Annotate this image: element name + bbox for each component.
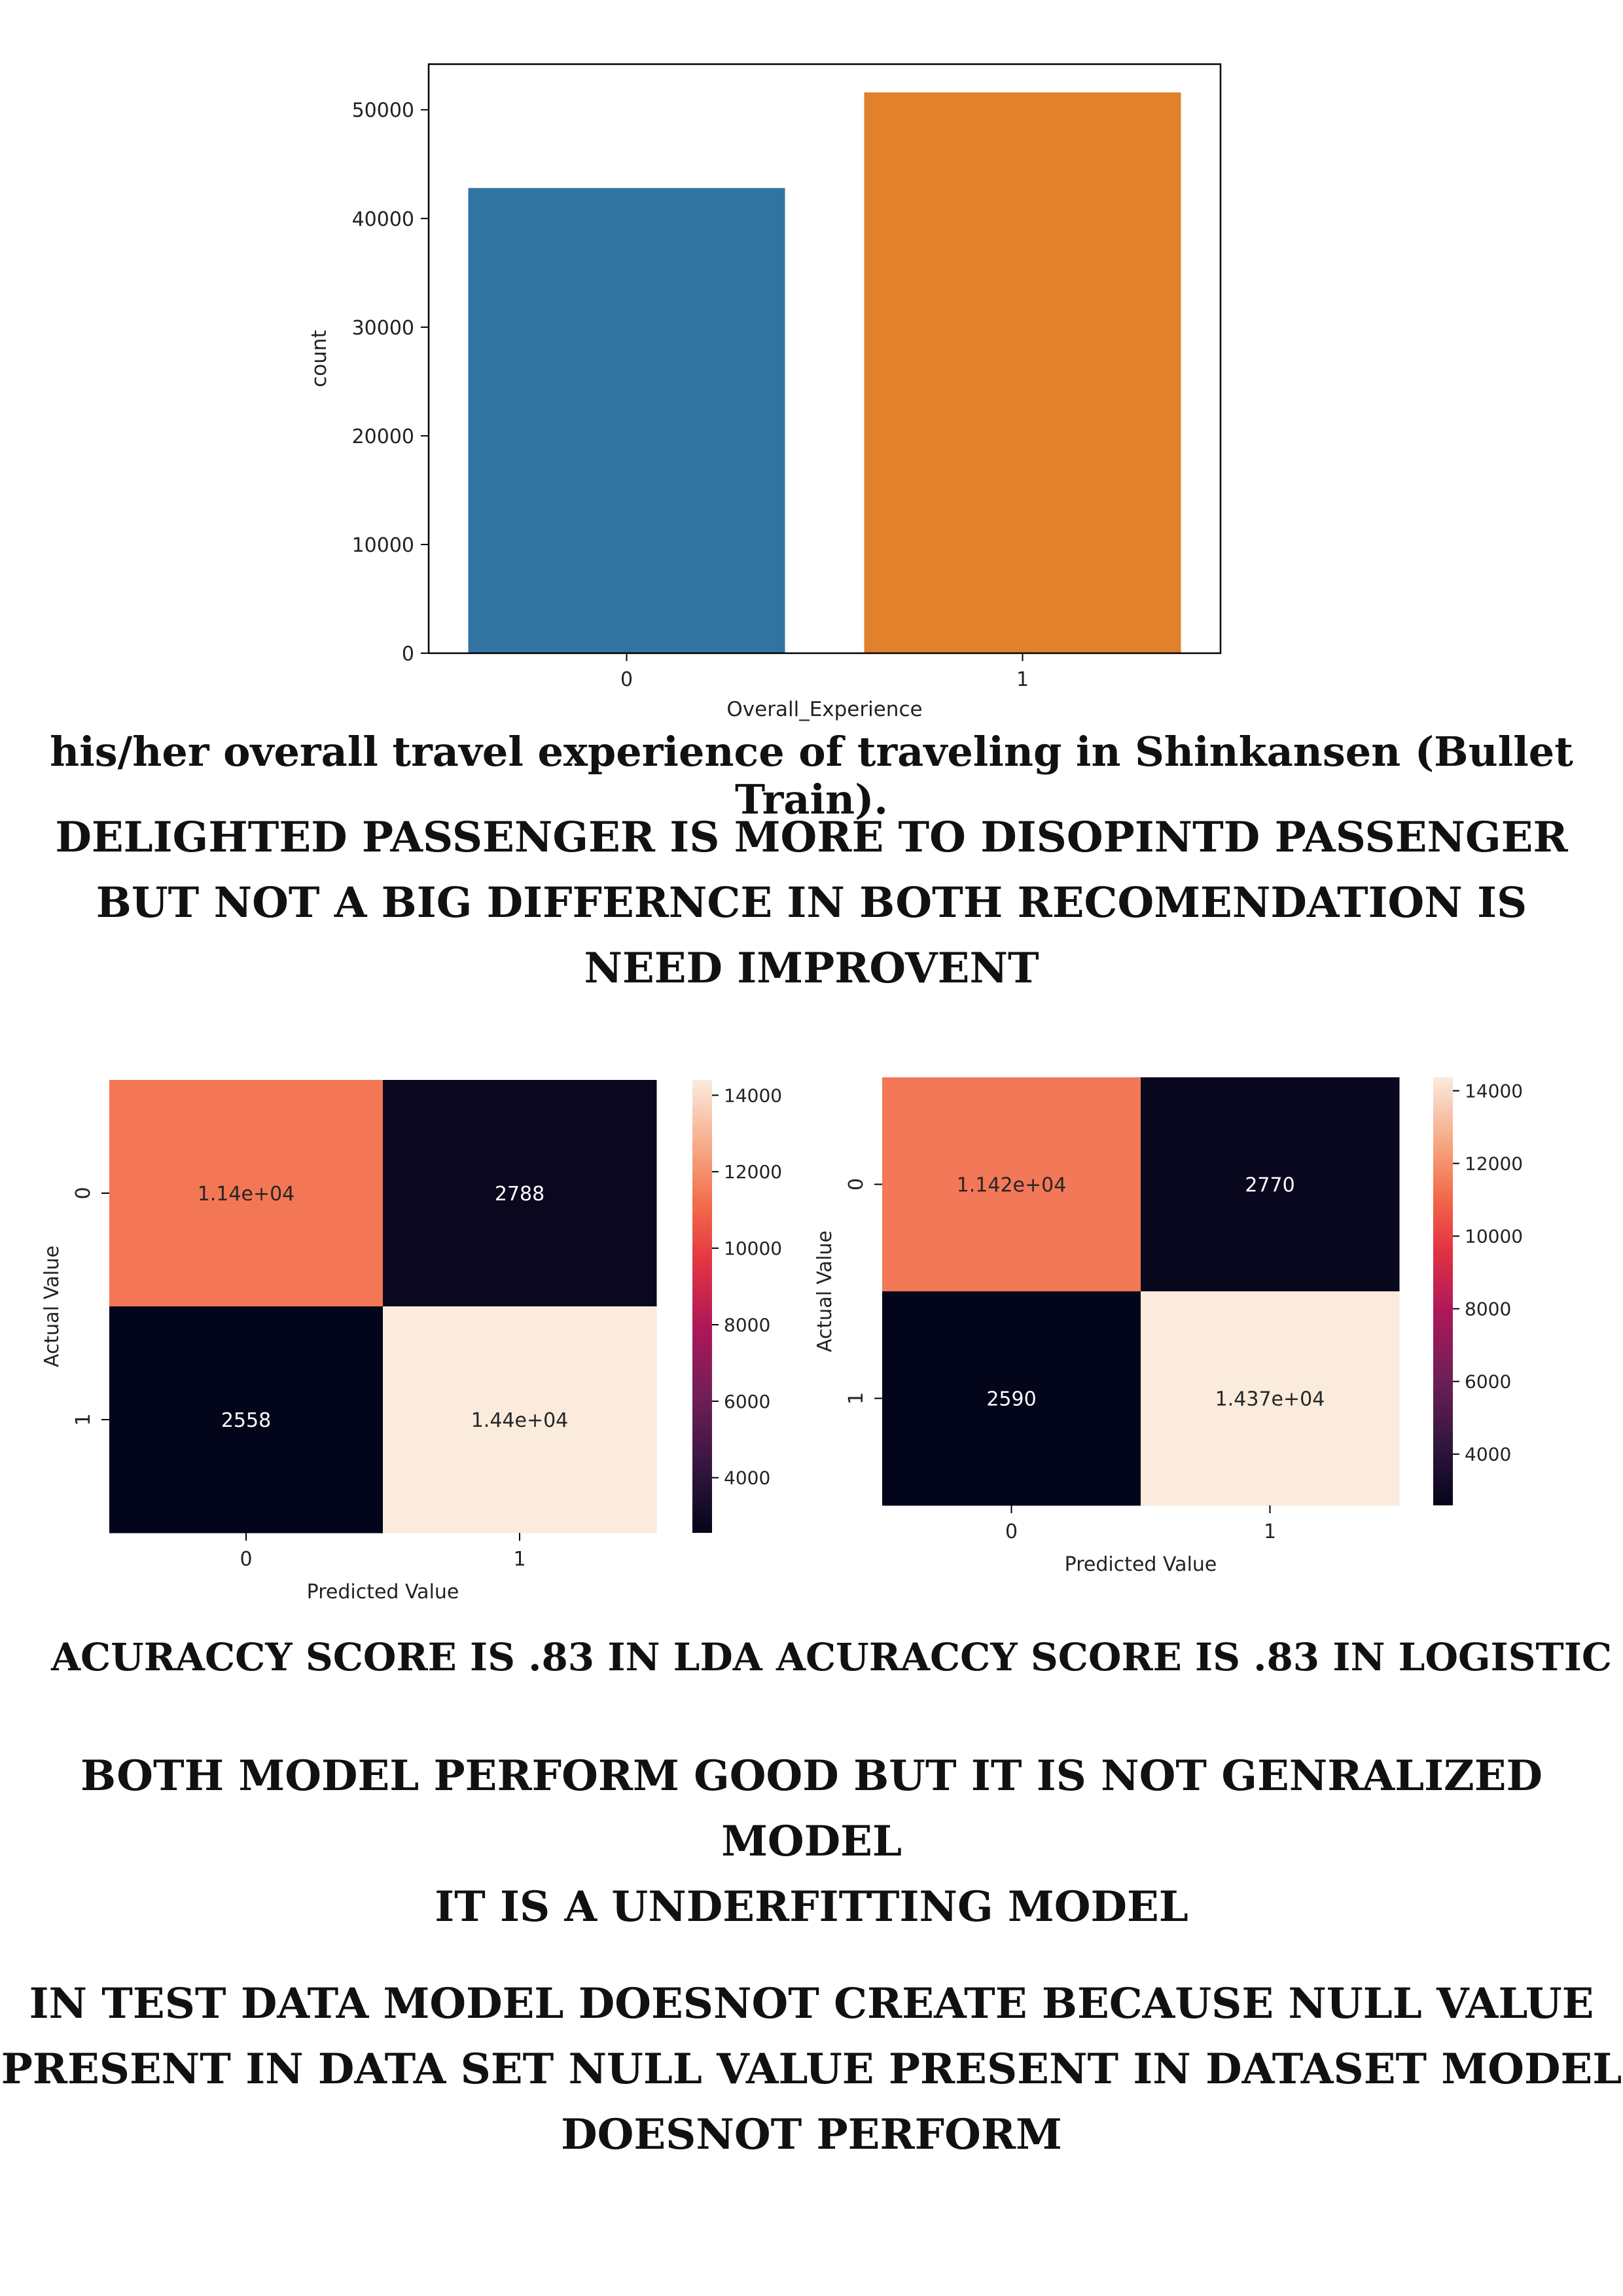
chart-caption: his/her overall travel experience of tra… [50,728,1573,823]
y-axis-label: Actual Value [41,1246,63,1367]
colorbar [1433,1077,1453,1505]
heatmap-cell [882,1077,1141,1292]
x-tick-label: 0 [1005,1520,1018,1543]
cell-value-label: 1.14e+04 [198,1183,295,1206]
x-axis-label: Overall_Experience [726,698,922,721]
y-tick-label: 0 [402,643,414,666]
x-tick-label: 0 [620,668,633,691]
heading-line: IN TEST DATA MODEL DOESNOT CREATE BECAUS… [29,1979,1594,2028]
heading-line: NEED IMPROVENT [584,944,1039,993]
cell-value-label: 2788 [495,1183,544,1206]
heading-line: BOTH MODEL PERFORM GOOD BUT IT IS NOT GE… [80,1751,1543,1866]
colorbar-tick-label: 12000 [724,1161,782,1183]
heading-line: DELIGHTED PASSENGER IS MORE TO DISOPINTD… [55,813,1568,862]
y-tick-label: 1 [845,1392,868,1405]
heading-line: BUT NOT A BIG DIFFERNCE IN BOTH RECOMEND… [96,878,1527,927]
heatmap-cell [383,1080,657,1307]
y-tick-label: 0 [72,1187,95,1199]
colorbar-tick-label: 6000 [724,1391,770,1412]
heading-line: DOESNOT PERFORM [561,2110,1062,2159]
x-tick-label: 0 [240,1548,252,1571]
colorbar-tick-label: 4000 [724,1467,770,1489]
y-tick-label: 10000 [352,534,414,557]
y-tick-label: 20000 [352,425,414,448]
colorbar-tick-label: 10000 [724,1238,782,1259]
test-data-heading: IN TEST DATA MODEL DOESNOT CREATE BECAUS… [0,1971,1623,2168]
heatmap-cell [1141,1291,1400,1506]
colorbar-tick-label: 12000 [1465,1153,1523,1175]
x-axis-label: Predicted Value [1065,1553,1217,1576]
heatmap-cell [1141,1077,1400,1292]
y-axis-label: count [308,330,331,387]
colorbar-tick-label: 8000 [724,1314,770,1336]
bar-chart: 0 1 0 10000 20000 30000 40000 50000 Overall_Expe… [308,63,1222,721]
logistic-confusion-matrix: 1.142e+04 2770 2590 1.437e+04 0 1 0 1 Predicted … [813,1077,1523,1576]
x-tick-label: 1 [1264,1520,1276,1543]
heading-line: IT IS A UNDERFITTING MODEL [435,1882,1188,1931]
colorbar-tick-label: 8000 [1465,1299,1511,1320]
colorbar-tick-label: 14000 [1465,1081,1523,1102]
y-axis-label: Actual Value [813,1230,836,1352]
lda-confusion-matrix: 1.14e+04 2788 2558 1.44e+04 0 1 0 1 Predicted Va… [41,1080,782,1604]
cell-value-label: 2558 [221,1409,271,1432]
heading-line: PRESENT IN DATA SET NULL VALUE PRESENT I… [1,2045,1622,2094]
cell-value-label: 2770 [1245,1174,1294,1197]
heatmap-cell [109,1080,383,1307]
model-summary-heading: BOTH MODEL PERFORM GOOD BUT IT IS NOT GE… [0,1744,1623,1940]
bar [468,188,785,653]
cell-value-label: 2590 [986,1388,1036,1411]
lda-accuracy-text: ACURACCY SCORE IS .83 IN LDA [51,1635,762,1679]
y-tick-label: 0 [845,1178,868,1191]
x-tick-label: 1 [513,1548,526,1571]
heatmap-cell [882,1291,1141,1506]
colorbar-tick-label: 14000 [724,1085,782,1106]
conclusion-heading: DELIGHTED PASSENGER IS MORE TO DISOPINTD… [0,805,1623,1001]
y-tick-label: 1 [72,1413,95,1426]
y-tick-label: 40000 [352,208,414,231]
colorbar-tick-label: 4000 [1465,1444,1511,1465]
colorbar [692,1080,712,1533]
cell-value-label: 1.142e+04 [957,1174,1067,1197]
heatmap-cell [383,1306,657,1534]
heatmap-cell [109,1306,383,1534]
y-tick-label: 30000 [352,317,414,340]
x-tick-label: 1 [1016,668,1029,691]
cell-value-label: 1.44e+04 [471,1409,569,1432]
colorbar-tick-label: 10000 [1465,1226,1523,1247]
plot-frame [427,63,1222,655]
colorbar-tick-label: 6000 [1465,1371,1511,1393]
y-tick-label: 50000 [352,99,414,122]
cell-value-label: 1.437e+04 [1215,1388,1325,1411]
logistic-accuracy-text: ACURACCY SCORE IS .83 IN LOGISTIC [776,1635,1612,1679]
bar [864,92,1181,653]
x-axis-label: Predicted Value [307,1581,459,1604]
